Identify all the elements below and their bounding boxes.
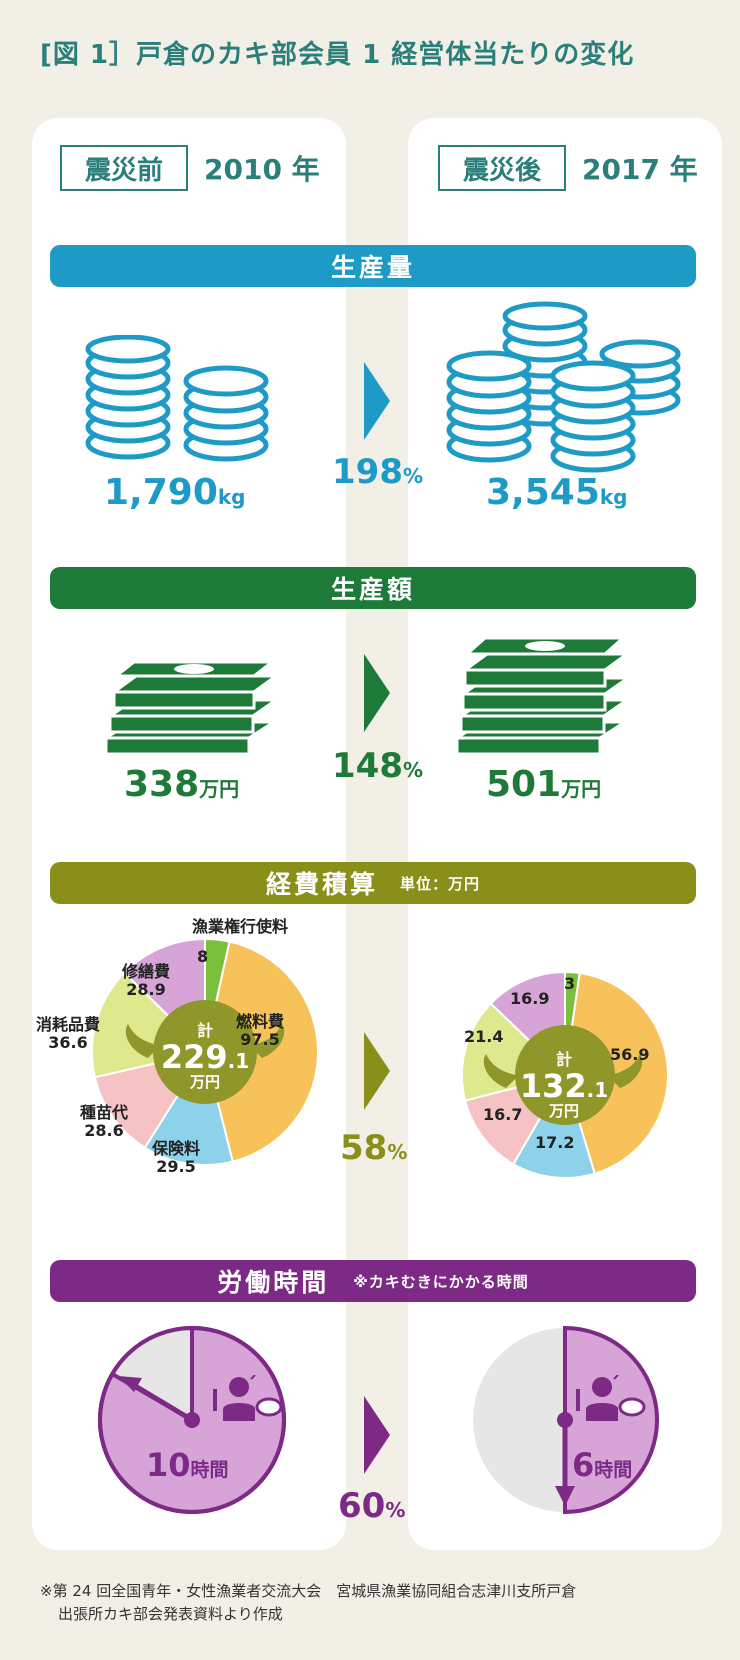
value-seed-after: 16.7 <box>483 1105 523 1124</box>
after-total: 計 132.1 万円 <box>519 1050 609 1120</box>
value-fishing-rights-before: 8 <box>197 947 209 966</box>
sales-before-value: 338万円 <box>124 764 240 805</box>
page-title: [図 1］戸倉のカキ部会員 1 経営体当たりの変化 <box>40 40 635 70</box>
production-arrow-icon <box>364 362 390 440</box>
labor-heading: 労働時間 ※カキむきにかかる時間 <box>50 1260 696 1302</box>
money-stack-after-icon <box>455 636 630 756</box>
before-total: 計 229.1 万円 <box>160 1021 250 1091</box>
production-after-value: 3,545kg <box>486 472 628 513</box>
oyster-stack-after-icon <box>446 301 681 473</box>
label-fishing-rights: 漁業権行使料 <box>192 917 289 936</box>
labor-after-value: 6時間 <box>572 1446 633 1484</box>
before-label: 震災前 <box>60 145 188 191</box>
value-fishing-rights-after: 3 <box>564 974 576 993</box>
pie-center-after <box>515 1025 615 1125</box>
worker-before-icon <box>213 1375 283 1421</box>
production-heading: 生産量 <box>50 245 696 287</box>
value-repair-after: 16.9 <box>510 989 550 1008</box>
wing-after-icon <box>483 1054 643 1088</box>
production-ratio: 198% <box>332 452 424 492</box>
value-fuel-after: 56.9 <box>610 1045 650 1064</box>
labor-arrow-icon <box>364 1396 390 1474</box>
value-insurance-after: 17.2 <box>535 1133 575 1152</box>
sales-after-value: 501万円 <box>486 764 602 805</box>
label-fuel-before: 燃料費 97.5 <box>236 1012 285 1050</box>
label-insurance-before: 保険料 29.5 <box>152 1139 201 1177</box>
labor-ratio: 60% <box>338 1486 406 1526</box>
expenses-arrow-icon <box>364 1032 390 1110</box>
labor-before-value: 10時間 <box>146 1446 229 1484</box>
pie-slice-insurance-after <box>511 1072 596 1179</box>
expenses-ratio: 58% <box>340 1128 408 1168</box>
sales-heading: 生産額 <box>50 567 696 609</box>
expense-pie-after <box>461 970 669 1179</box>
expenses-heading: 経費積算 単位：万円 <box>50 862 696 904</box>
label-consumables-before: 消耗品費 36.6 <box>36 1015 101 1053</box>
value-consumables-after: 21.4 <box>464 1027 504 1046</box>
oyster-stack-before-icon <box>85 335 269 462</box>
production-before-value: 1,790kg <box>104 472 246 513</box>
label-repair-before: 修繕費 28.9 <box>122 962 171 1000</box>
before-year: 2010 年 <box>204 153 320 186</box>
before-column <box>32 118 346 1550</box>
wing-before-icon <box>125 1024 285 1058</box>
clock-before <box>97 1325 286 1514</box>
sales-ratio: 148% <box>332 746 424 786</box>
sales-arrow-icon <box>364 654 390 732</box>
pie-center-before <box>153 1000 257 1104</box>
after-year: 2017 年 <box>582 153 698 186</box>
label-seed-before: 種苗代 28.6 <box>80 1103 129 1141</box>
footnote: ※第 24 回全国青年・女性漁業者交流大会 宮城県漁業協同組合志津川支所戸倉 出… <box>40 1582 577 1623</box>
money-stack-before-icon <box>104 660 279 756</box>
worker-after-icon <box>576 1375 646 1421</box>
after-label: 震災後 <box>438 145 566 191</box>
